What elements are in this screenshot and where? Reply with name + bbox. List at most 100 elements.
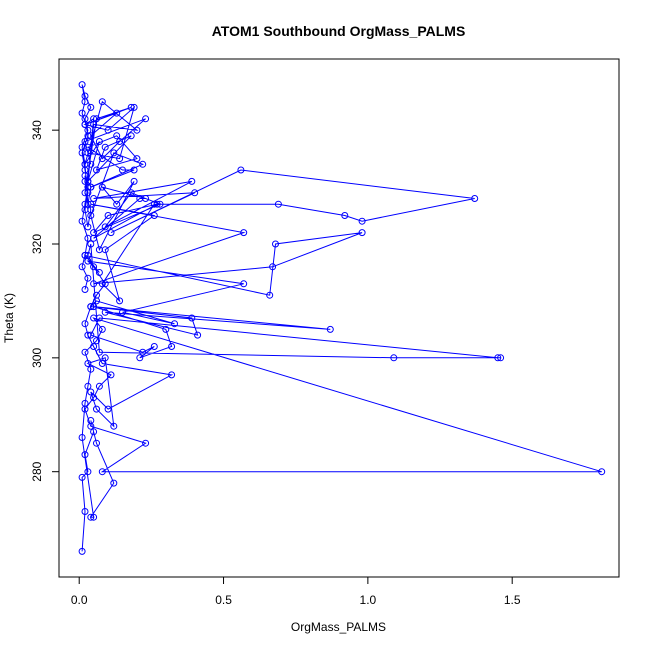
data-point (95, 348, 103, 356)
data-point (101, 223, 109, 231)
data-point (156, 200, 164, 208)
data-point (153, 200, 161, 208)
data-point (130, 177, 138, 185)
data-point (93, 166, 100, 174)
plot-frame (58, 58, 620, 578)
data-point (93, 439, 100, 447)
y-axis: 280 300 320 340 (30, 120, 60, 482)
data-point (98, 360, 106, 367)
data-point (87, 183, 95, 191)
data-point (93, 297, 100, 305)
data-point (95, 138, 103, 145)
data-point (191, 189, 199, 197)
data-point (93, 337, 100, 345)
data-point (266, 291, 274, 299)
data-point (269, 263, 277, 271)
data-point (139, 160, 147, 168)
data-point (237, 166, 245, 174)
data-point (81, 320, 89, 328)
data-point (84, 223, 92, 231)
data-point (81, 286, 89, 293)
data-point (87, 422, 95, 430)
data-point (93, 115, 100, 123)
data-point (98, 280, 106, 288)
data-point (98, 325, 106, 333)
y-tick-label: 320 (30, 234, 44, 254)
series-lines (81, 84, 602, 552)
data-point (104, 212, 112, 219)
data-point (95, 246, 103, 254)
data-point (87, 240, 95, 248)
x-tick-label: 0.0 (71, 593, 88, 607)
data-point (78, 149, 86, 157)
data-point (95, 269, 103, 276)
data-point (150, 343, 158, 350)
data-point (78, 434, 86, 441)
data-point (136, 354, 144, 362)
data-point (84, 468, 92, 476)
data-point (188, 177, 196, 185)
data-point (87, 132, 95, 140)
data-point (194, 331, 202, 339)
data-point (81, 200, 89, 208)
data-point (84, 382, 92, 390)
data-point (168, 343, 176, 350)
data-point (127, 132, 135, 140)
chart-title: ATOM1 Southbound OrgMass_PALMS (212, 23, 466, 39)
data-point (87, 513, 95, 521)
data-point (107, 371, 115, 379)
data-point (84, 257, 92, 265)
data-point (240, 229, 248, 237)
data-point (84, 274, 92, 282)
data-point (95, 382, 103, 390)
data-point (98, 468, 106, 476)
data-point (113, 200, 121, 208)
data-point (81, 189, 89, 197)
data-point (78, 81, 86, 89)
data-point (139, 348, 147, 356)
series-line (81, 84, 602, 552)
data-point (78, 217, 86, 225)
data-point (78, 473, 86, 481)
data-point (81, 451, 89, 459)
data-point (133, 155, 141, 163)
data-point (84, 360, 92, 367)
data-point (81, 138, 89, 145)
data-point (119, 308, 126, 316)
data-point (168, 371, 176, 379)
data-point (90, 394, 98, 402)
data-point (497, 354, 505, 362)
data-point (119, 166, 126, 174)
data-point (110, 422, 118, 430)
data-point (87, 331, 95, 339)
data-point (95, 314, 103, 322)
data-point (471, 195, 479, 202)
data-point (98, 155, 106, 163)
data-point (130, 103, 138, 111)
data-point (87, 303, 95, 311)
data-point (240, 280, 248, 288)
data-point (127, 189, 135, 197)
data-point (598, 468, 606, 476)
data-point (133, 126, 141, 134)
y-tick-label: 300 (30, 348, 44, 368)
data-point (142, 439, 150, 447)
data-point (494, 354, 502, 362)
data-point (81, 115, 89, 123)
data-point (272, 240, 279, 248)
y-tick-label: 280 (30, 461, 44, 481)
data-point (84, 132, 92, 140)
data-point (98, 183, 106, 191)
data-point (90, 513, 98, 521)
data-point (90, 263, 98, 271)
data-point (101, 280, 109, 288)
data-point (110, 149, 118, 157)
x-tick-label: 0.5 (215, 593, 232, 607)
data-point (142, 195, 150, 202)
data-point (81, 251, 89, 259)
data-point (358, 229, 366, 237)
data-point (90, 195, 98, 202)
x-tick-label: 1.5 (504, 593, 521, 607)
data-point (90, 115, 98, 123)
